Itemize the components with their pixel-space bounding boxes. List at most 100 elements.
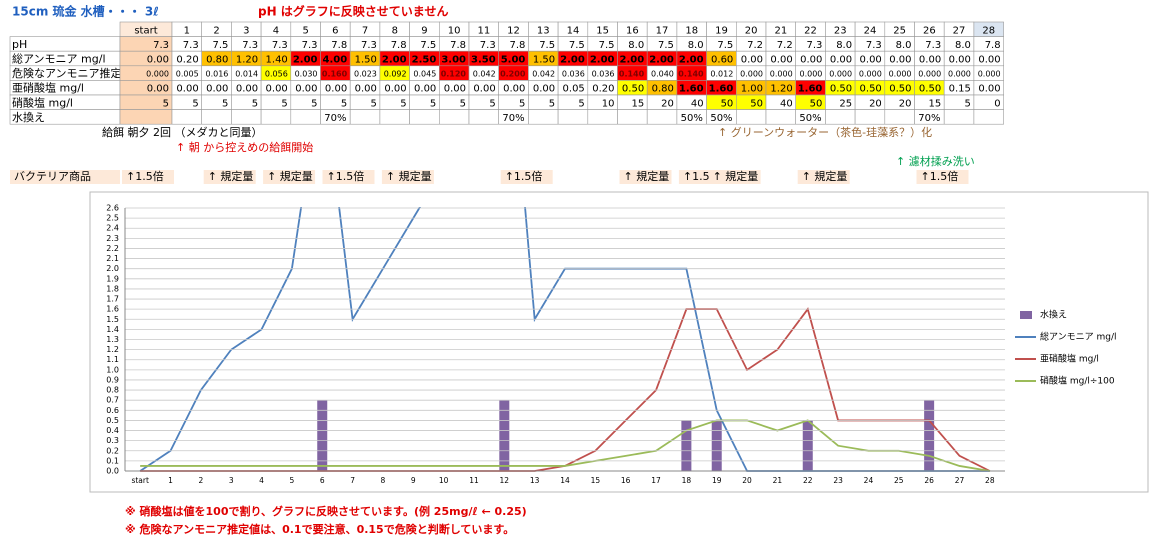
legend-swatch — [1020, 311, 1032, 319]
cell-value: 0.00 — [236, 84, 258, 95]
bacteria-bg — [916, 170, 969, 184]
cell-value: 0.00 — [800, 55, 822, 66]
cell-value: 0.000 — [770, 70, 793, 79]
cell-value: 25 — [839, 98, 852, 109]
cell-value: 7.5 — [658, 40, 674, 51]
x-tick-label: 21 — [773, 476, 783, 485]
cell-value: 0.00 — [978, 55, 1000, 66]
cell-value: 8.0 — [628, 40, 644, 51]
cell-value: 0.60 — [711, 55, 733, 66]
column-header: 20 — [745, 25, 758, 36]
cell — [438, 109, 470, 125]
cell-value: 5 — [371, 98, 377, 109]
cell-value: 1.20 — [770, 84, 792, 95]
cell-value: 7.3 — [361, 40, 377, 51]
column-header: 17 — [656, 25, 669, 36]
cell-value: 5 — [192, 98, 198, 109]
cell-value: 5 — [163, 98, 169, 109]
x-tick-label: 24 — [864, 476, 874, 485]
y-tick-label: 1.2 — [106, 345, 119, 354]
bacteria-entry: ↑ 規定量 — [713, 169, 759, 183]
cell-value: 2.00 — [649, 55, 674, 66]
cell-value: 0.000 — [918, 70, 941, 79]
cell — [528, 109, 559, 125]
bar — [681, 420, 692, 471]
cell-value: 7.5 — [420, 40, 436, 51]
row-label: 亜硝酸塩 mg/l — [12, 81, 84, 95]
cell-value: 0.023 — [354, 70, 377, 79]
cell-value: 0.00 — [325, 84, 347, 95]
x-tick-label: 8 — [381, 476, 386, 485]
cell — [201, 109, 232, 125]
cell-value: 0.042 — [473, 70, 496, 79]
cell-value: 7.3 — [302, 40, 318, 51]
cell-value: 0.00 — [919, 55, 941, 66]
cell-value: 2.00 — [382, 55, 407, 66]
cell-value: 8.0 — [955, 40, 971, 51]
cell-value: 0.00 — [147, 84, 169, 95]
green-water-note: ↑ グリーンウォーター（茶色-珪藻系？）化 — [718, 125, 932, 139]
cell — [349, 109, 381, 125]
cell-value: 50% — [710, 113, 732, 124]
x-tick-label: 1 — [168, 476, 173, 485]
column-header: 7 — [362, 25, 368, 36]
cell-value: 0.00 — [473, 84, 495, 95]
column-header: 5 — [302, 25, 308, 36]
bacteria-bg — [203, 170, 256, 184]
bacteria-bg — [500, 170, 553, 184]
cell-value: 5 — [965, 98, 971, 109]
column-header: 3 — [243, 25, 249, 36]
cell-value: 3.50 — [471, 55, 496, 66]
cell-value: 0.040 — [651, 70, 674, 79]
cell-value: 0.50 — [860, 84, 882, 95]
cell-value: 0.00 — [860, 55, 882, 66]
cell-value: 0.20 — [176, 55, 198, 66]
cell-value: 0.50 — [889, 84, 911, 95]
row-label: pH — [12, 38, 27, 51]
cell-value: 40 — [780, 98, 793, 109]
cell — [379, 109, 410, 125]
x-tick-label: 22 — [803, 476, 813, 485]
column-header: 27 — [953, 25, 966, 36]
cell-value: 0.00 — [295, 84, 317, 95]
cell-value: 0.016 — [205, 70, 228, 79]
cell-value: 5 — [311, 98, 317, 109]
bar — [924, 400, 935, 471]
cell-value: 0.120 — [441, 70, 467, 79]
cell-value: 7.2 — [777, 40, 793, 51]
cell-value: 1.40 — [266, 55, 288, 66]
footnote: ※ 危険なアンモニア推定値は、0.1で要注意、0.15で危険と判断しています。 — [125, 522, 514, 536]
row-label: 水換え — [12, 111, 45, 124]
y-tick-label: 1.9 — [106, 274, 119, 283]
cell-value: 5 — [489, 98, 495, 109]
cell-value: 8.0 — [896, 40, 912, 51]
cell-value: 8.0 — [688, 40, 704, 51]
cell — [260, 109, 292, 125]
cell-value: 0.056 — [265, 70, 288, 79]
y-tick-label: 0.4 — [106, 426, 119, 435]
x-tick-label: 7 — [350, 476, 355, 485]
cell-value: 0.00 — [830, 55, 852, 66]
cell — [735, 109, 767, 125]
cell-value: 7.3 — [480, 40, 496, 51]
column-header: 4 — [273, 25, 279, 36]
cell-value: 70% — [918, 113, 940, 124]
cell-value: 0.00 — [444, 84, 466, 95]
cell-value: 0.50 — [622, 84, 644, 95]
x-tick-label: start — [131, 476, 149, 485]
chart-frame — [89, 191, 1149, 493]
legend-label: 亜硝酸塩 mg/l — [1040, 353, 1099, 365]
cell-value: 2.00 — [590, 55, 615, 66]
cell-value: 0.00 — [414, 84, 436, 95]
cell-value: 0.05 — [563, 84, 585, 95]
cell-value: 7.5 — [539, 40, 555, 51]
cell-value: 7.8 — [509, 40, 525, 51]
bacteria-label-bg — [10, 170, 120, 184]
bacteria-entry: ↑1.5倍 — [327, 169, 365, 183]
cell-value: 7.8 — [391, 40, 407, 51]
cell-value: 0.00 — [533, 84, 555, 95]
bacteria-entry: ↑1.5倍 — [505, 169, 543, 183]
cell-value: 7.5 — [717, 40, 733, 51]
column-header: 6 — [332, 25, 338, 36]
cell-value: 5 — [252, 98, 258, 109]
